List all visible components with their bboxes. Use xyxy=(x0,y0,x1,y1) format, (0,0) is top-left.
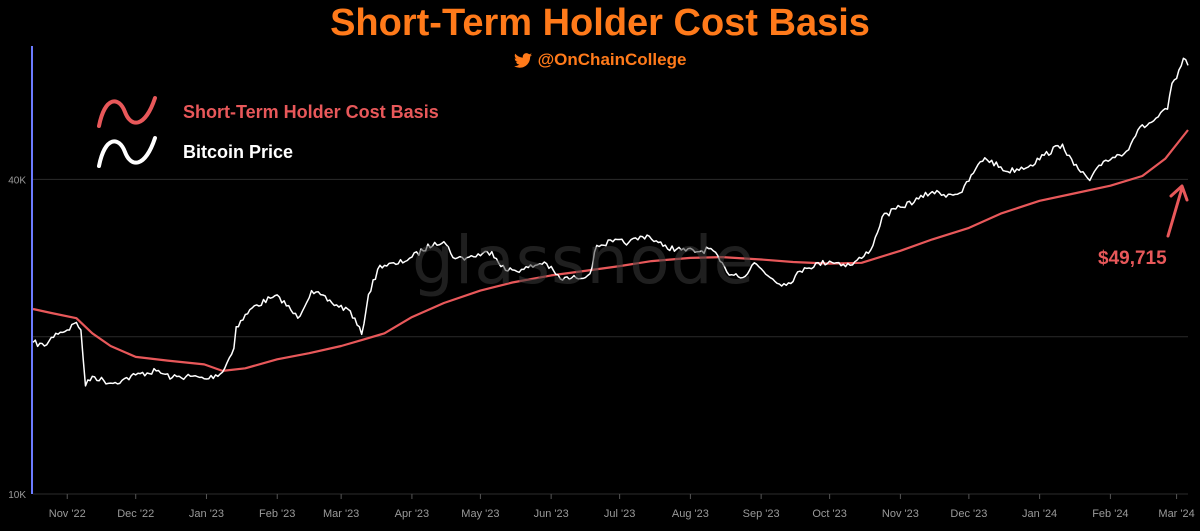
x-tick-label: Nov '22 xyxy=(49,508,86,520)
x-tick-label: Nov '23 xyxy=(882,508,919,520)
chart-title: Short-Term Holder Cost Basis xyxy=(330,2,870,44)
twitter-handle[interactable]: @OnChainCollege xyxy=(0,50,1200,70)
x-tick-label: Mar '24 xyxy=(1158,508,1194,520)
x-tick-label: Apr '23 xyxy=(395,508,430,520)
x-tick-label: Jun '23 xyxy=(534,508,569,520)
x-tick-label: Oct '23 xyxy=(812,508,847,520)
legend-item-bitcoin-price: Bitcoin Price xyxy=(95,132,439,172)
x-tick-label: Feb '23 xyxy=(259,508,295,520)
wave-icon xyxy=(97,136,157,168)
legend: Short-Term Holder Cost Basis Bitcoin Pri… xyxy=(95,92,439,172)
series-line-bitcoin-price xyxy=(32,57,1189,387)
x-tick-label: Dec '23 xyxy=(950,508,987,520)
series-line-cost-basis xyxy=(32,129,1189,372)
y-axis-ticks: 10K 40K xyxy=(8,175,26,501)
legend-label-cost-basis: Short-Term Holder Cost Basis xyxy=(183,101,439,122)
twitter-bird-icon xyxy=(513,53,532,68)
x-tick-label: Sep '23 xyxy=(743,508,780,520)
x-tick-label: Jan '24 xyxy=(1022,508,1057,520)
x-tick-label: Dec '22 xyxy=(117,508,154,520)
x-tick-label: Feb '24 xyxy=(1092,508,1128,520)
x-axis-ticks: Nov '22 Dec '22 Jan '23 Feb '23 Mar '23 Apr '… xyxy=(49,494,1195,520)
x-tick-label: Mar '23 xyxy=(323,508,359,520)
y-tick-label: 10K xyxy=(8,490,26,501)
x-tick-label: May '23 xyxy=(461,508,499,520)
x-tick-label: Jan '23 xyxy=(189,508,224,520)
grid-lines xyxy=(33,178,1188,495)
handle-text: @OnChainCollege xyxy=(537,50,687,69)
x-tick-label: Aug '23 xyxy=(672,508,709,520)
watermark-text: glassnode xyxy=(412,222,756,299)
y-tick-label: 40K xyxy=(8,175,26,186)
x-tick-label: Jul '23 xyxy=(604,508,635,520)
wave-icon xyxy=(97,96,157,128)
annotation-arrow xyxy=(1166,184,1189,238)
cost-basis-annotation: $49,715 xyxy=(1098,248,1167,269)
legend-label-bitcoin-price: Bitcoin Price xyxy=(183,141,294,162)
legend-item-cost-basis: Short-Term Holder Cost Basis xyxy=(95,92,439,132)
series-lines xyxy=(32,57,1189,387)
